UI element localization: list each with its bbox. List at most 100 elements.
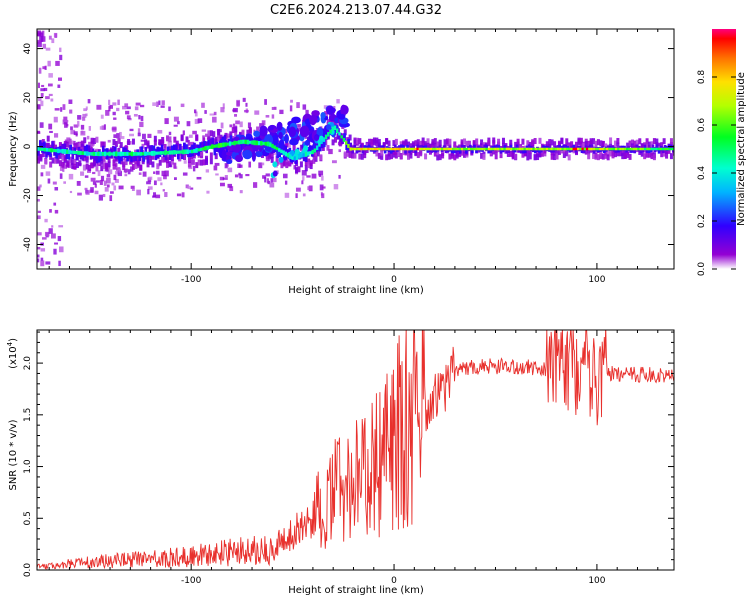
spectrogram-cell [398,145,401,151]
spectrogram-cell [349,147,352,151]
spectrogram-cell [179,150,183,154]
spectrogram-cell [409,152,413,159]
spectrogram-cell [333,184,339,190]
spectrogram-cell [645,147,649,153]
spectrogram-cell [161,170,166,177]
spectrogram-cell [85,163,89,170]
spectrogram-cell [430,147,434,153]
spectrogram-cell [499,148,503,154]
spectrogram-cell [380,153,384,160]
spectrogram-cell [242,149,253,160]
spectrogram-cell [426,138,430,145]
spectrogram-cell [60,107,63,112]
spectrogram-cell [299,161,303,168]
spectrogram-cell [187,139,190,146]
spectrogram-cell [349,142,353,150]
spectrogram-cell [123,168,128,173]
spectrogram-cell [355,137,359,144]
spectrogram-cell [312,159,316,164]
spectrogram-cell [100,165,104,172]
spectrogram-cell [84,175,89,178]
spectrogram-cell [311,173,317,179]
spectrogram-cell [302,104,307,110]
spectrogram-cell [303,145,309,152]
spectrogram-cell [41,147,44,151]
spectrogram-cell [61,161,65,168]
spectrogram-cell [527,144,531,150]
spectrogram-cell [333,136,337,143]
spectrogram-cell [125,110,130,115]
snr-x-ticks: -100 0 100 [48,330,659,586]
spectrogram-cell [338,149,342,153]
spectrogram-cell [251,150,256,162]
spectrogram-cell [183,142,186,155]
spectrogram-cell [480,139,484,146]
spectrogram-cell [434,147,437,151]
spectrogram-cell [606,147,609,151]
spectrogram-cell [304,165,308,172]
spectrogram-cell [305,109,309,115]
spectrogram-cell [597,147,600,151]
spectrogram-cell [101,151,105,156]
spectrogram-cell [445,147,448,151]
spectrogram-cell [428,143,432,150]
spectrogram-cell [273,145,276,150]
spectrogram-cell [73,131,78,136]
spectrogram-cell [44,158,48,165]
spectrogram-cell [565,150,569,157]
spectrogram-cell [59,173,63,179]
spectrogram-cell [351,147,355,151]
spectrogram-cell [148,145,152,156]
spectrogram-cell [173,150,176,155]
spectrogram-cell [378,147,381,151]
spectrogram-cell [153,150,156,156]
spectrogram-cell [53,116,58,123]
spectrogram-cell [92,171,96,175]
spectrogram-cell [321,186,326,189]
spectrogram-cell [53,202,57,206]
spectrogram-cell [640,143,644,150]
spectrogram-panel: -40 -20 0 20 40 -100 0 100 Height of straight … [8,28,675,296]
spectrogram-cell [161,151,165,155]
spectrogram-cell [394,152,398,159]
spectrogram-cell [140,115,144,122]
spectrogram-cell [380,147,384,151]
spectrogram-cell [599,152,603,159]
spectrogram-cell [618,150,622,157]
colorbar-ticks: 0.0 0.2 0.4 0.6 0.8 [697,70,736,276]
spectrogram-cell [73,143,77,150]
spectrogram-cell [136,159,140,166]
spectrogram-cell [40,172,44,177]
spectrogram-cell [454,148,458,154]
spectrogram-cell [264,99,267,105]
spectrogram-cell [272,161,278,168]
spectrogram-cell [217,144,221,153]
spectrogram-cell [266,141,270,147]
spectrogram-cell [592,152,596,159]
spectrogram-cell [414,148,417,154]
spectrogram-cell [619,147,622,151]
spectrogram-cell [394,147,397,151]
spectrogram-cell [201,141,204,149]
spectrogram-cell [106,174,111,178]
spectrogram-cell [85,144,89,155]
spectrogram-cell [655,144,659,150]
spectrogram-cell [146,142,150,149]
spectrogram-cell [142,171,147,177]
spectrogram-cell [39,140,42,150]
spectrogram-cell [270,156,274,163]
spectrogram-cell [68,156,72,163]
spectrogram-cell [407,150,411,157]
spectrogram-cell [282,144,286,156]
spectrogram-cell [643,147,647,151]
spectrogram-cell [55,60,60,66]
spectrogram-cell [229,135,233,144]
spectrogram-cell [41,151,45,158]
spectrogram-cell [541,147,544,151]
spectrogram-cell [47,83,53,87]
spectrogram-cell [182,149,185,155]
spectrogram-cell [621,147,625,151]
spectrogram-cell [575,141,579,148]
spectrogram-cells [37,30,674,267]
spectrogram-cell [433,138,437,145]
